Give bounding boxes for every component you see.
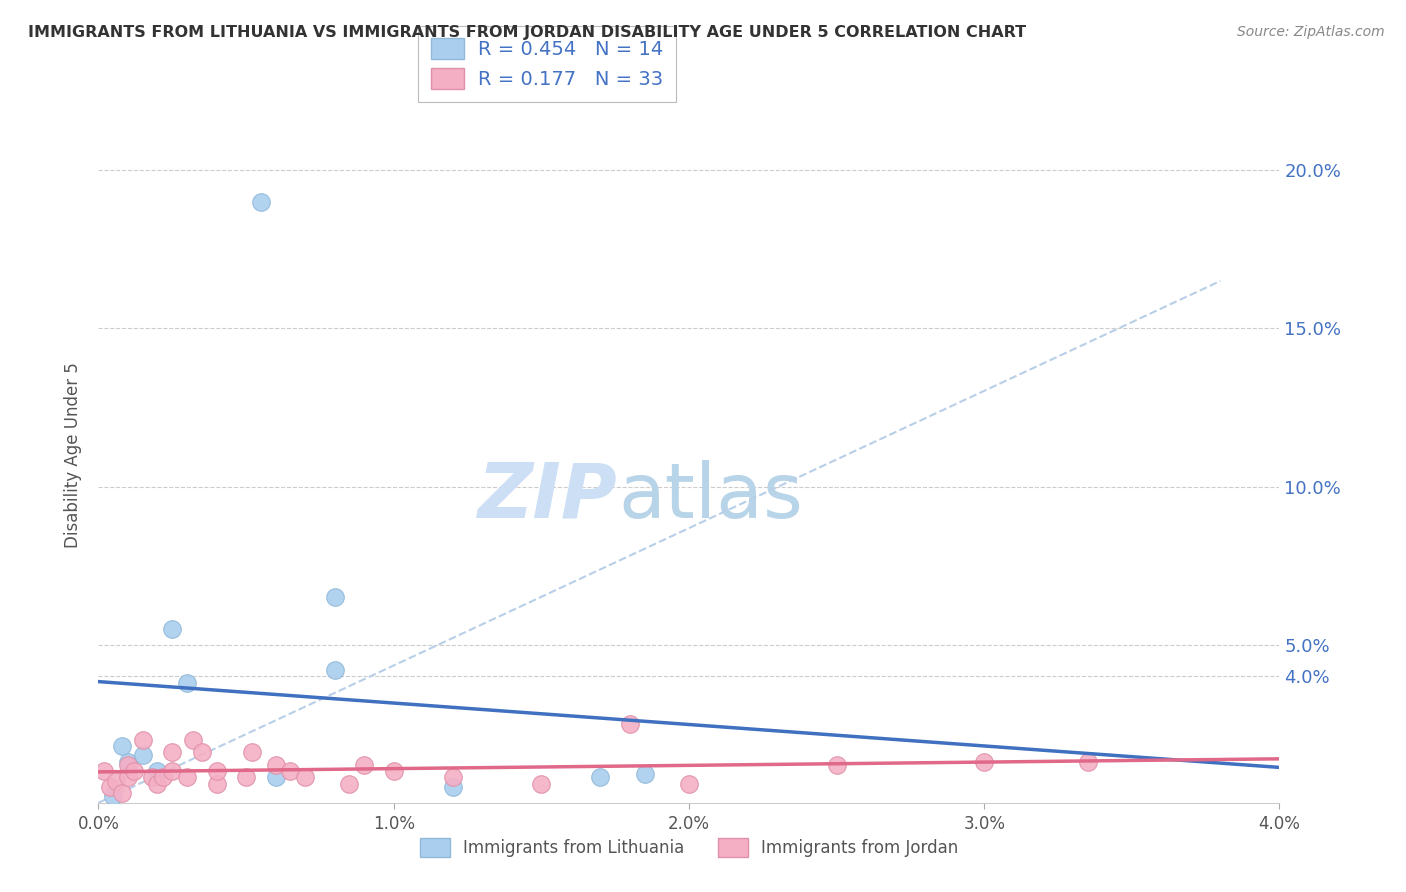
- Point: [146, 777, 169, 791]
- Text: ZIP: ZIP: [478, 459, 619, 533]
- Point: [103, 789, 125, 804]
- Point: [353, 757, 375, 772]
- Point: [678, 777, 700, 791]
- Point: [162, 745, 183, 759]
- Point: [117, 755, 139, 769]
- Point: [250, 194, 273, 209]
- Legend: Immigrants from Lithuania, Immigrants from Jordan: Immigrants from Lithuania, Immigrants fr…: [413, 831, 965, 864]
- Point: [176, 675, 198, 690]
- Point: [530, 777, 553, 791]
- Text: Source: ZipAtlas.com: Source: ZipAtlas.com: [1237, 25, 1385, 39]
- Point: [323, 591, 346, 605]
- Point: [280, 764, 302, 779]
- Point: [294, 771, 316, 785]
- Point: [132, 732, 155, 747]
- Point: [619, 716, 641, 731]
- Point: [191, 745, 214, 759]
- Point: [339, 777, 361, 791]
- Point: [132, 748, 155, 763]
- Point: [1077, 755, 1099, 769]
- Point: [162, 622, 183, 636]
- Point: [146, 764, 169, 779]
- Point: [181, 732, 204, 747]
- Point: [162, 764, 183, 779]
- Point: [589, 771, 612, 785]
- Point: [825, 757, 848, 772]
- Point: [93, 764, 115, 779]
- Point: [176, 771, 198, 785]
- Text: atlas: atlas: [619, 459, 803, 533]
- Point: [205, 777, 228, 791]
- Point: [441, 771, 464, 785]
- Point: [152, 771, 174, 785]
- Y-axis label: Disability Age Under 5: Disability Age Under 5: [65, 362, 83, 548]
- Point: [235, 771, 257, 785]
- Point: [634, 767, 657, 781]
- Point: [117, 771, 139, 785]
- Point: [105, 773, 128, 788]
- Point: [441, 780, 464, 794]
- Point: [264, 771, 287, 785]
- Text: IMMIGRANTS FROM LITHUANIA VS IMMIGRANTS FROM JORDAN DISABILITY AGE UNDER 5 CORRE: IMMIGRANTS FROM LITHUANIA VS IMMIGRANTS …: [28, 25, 1026, 40]
- Point: [205, 764, 228, 779]
- Point: [111, 786, 134, 800]
- Point: [264, 757, 287, 772]
- Point: [111, 739, 134, 753]
- Point: [141, 771, 163, 785]
- Point: [240, 745, 263, 759]
- Point: [323, 663, 346, 677]
- Point: [973, 755, 995, 769]
- Point: [117, 757, 139, 772]
- Point: [122, 764, 145, 779]
- Point: [382, 764, 405, 779]
- Point: [98, 780, 121, 794]
